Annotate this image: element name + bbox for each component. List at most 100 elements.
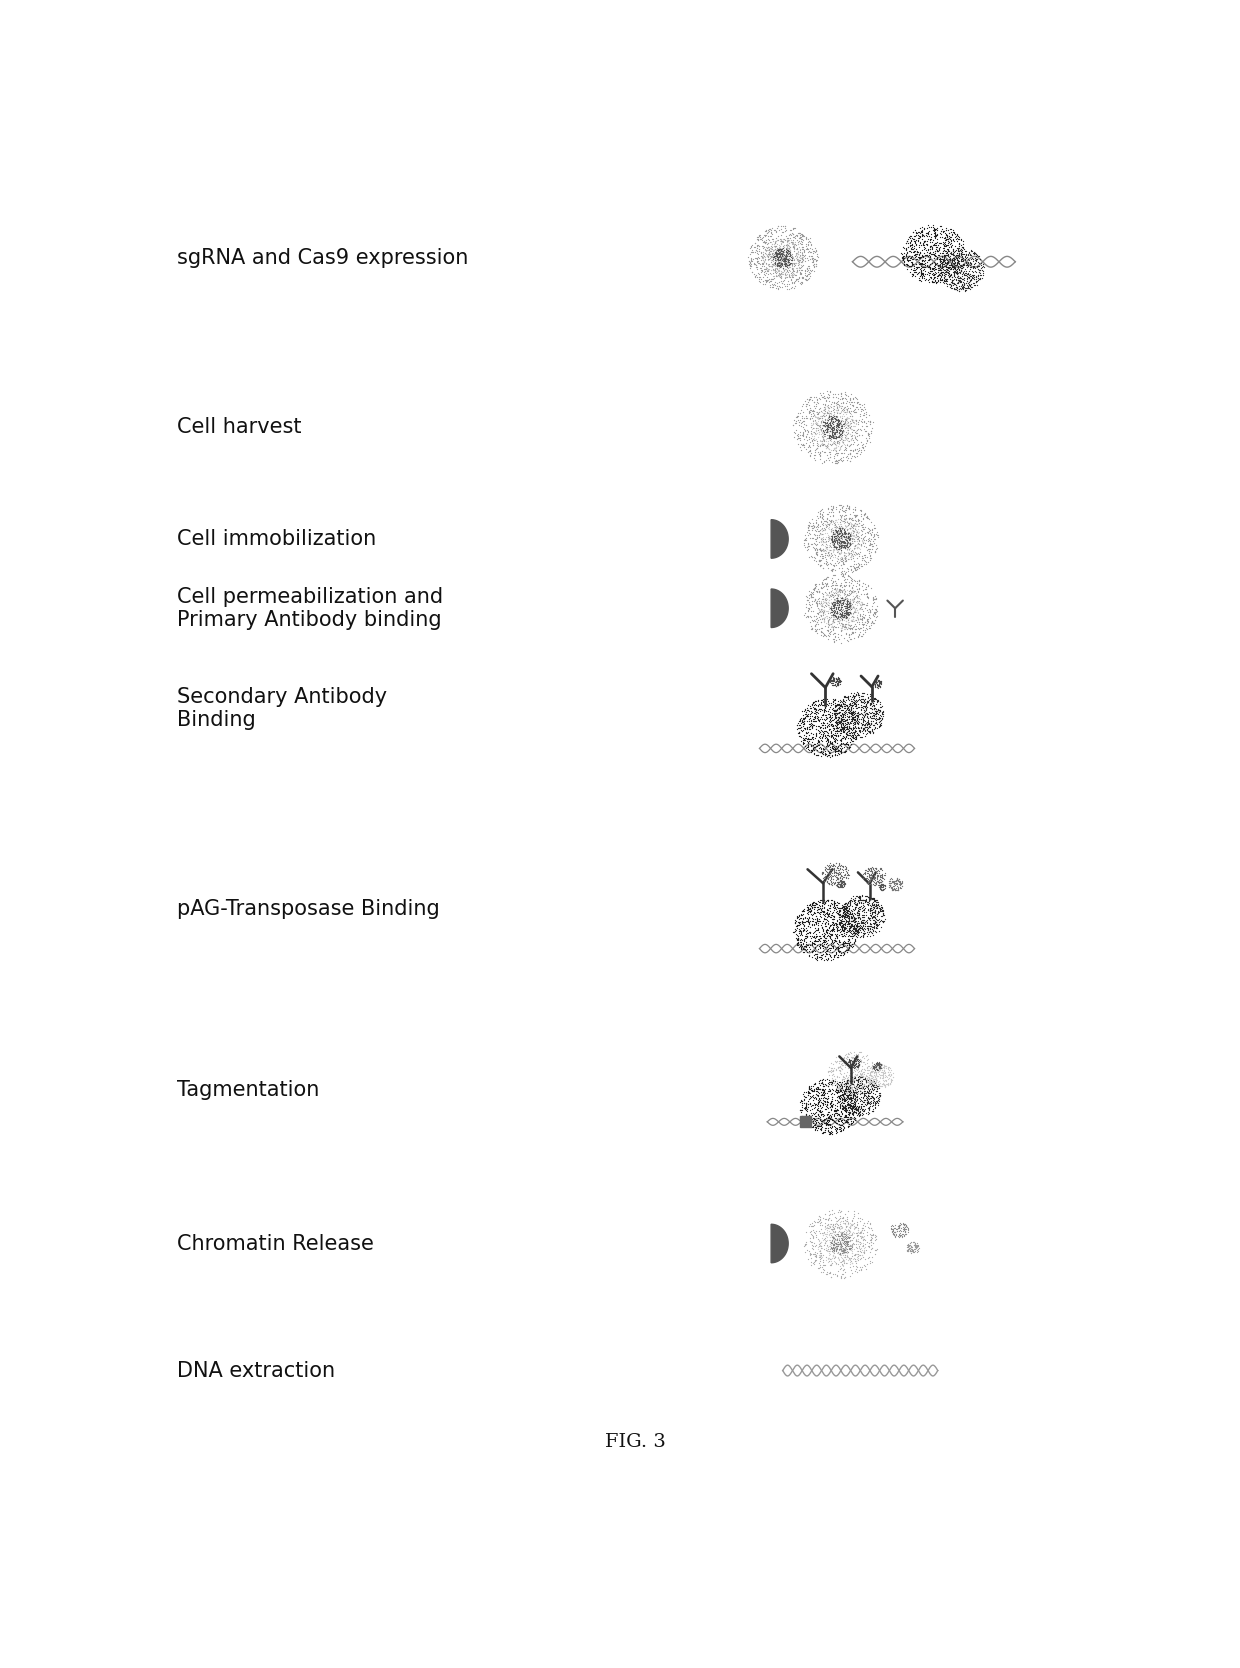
Point <box>843 384 863 410</box>
Point <box>828 410 848 437</box>
Point <box>821 1093 841 1119</box>
Point <box>852 572 872 599</box>
Point <box>939 244 959 270</box>
Point <box>836 527 856 554</box>
Point <box>765 254 785 280</box>
Point <box>861 866 880 892</box>
Point <box>795 727 815 754</box>
Point <box>833 419 853 445</box>
Point <box>838 529 858 555</box>
Point <box>826 732 846 759</box>
Point <box>846 1086 866 1113</box>
Point <box>812 402 832 429</box>
Point <box>812 515 832 542</box>
Point <box>820 1078 839 1104</box>
Point <box>842 1084 862 1111</box>
Point <box>852 1094 872 1121</box>
Point <box>812 887 832 914</box>
Point <box>804 1229 823 1256</box>
Point <box>859 1053 879 1079</box>
Point <box>844 1064 864 1091</box>
Point <box>837 1042 857 1069</box>
Point <box>808 1109 828 1136</box>
Point <box>826 390 846 417</box>
Point <box>779 250 799 277</box>
Point <box>843 605 863 632</box>
Point <box>831 1241 851 1268</box>
Point <box>873 1071 893 1098</box>
Point <box>766 227 786 254</box>
Point <box>831 727 851 754</box>
Point <box>847 435 867 462</box>
Point <box>838 620 858 647</box>
Point <box>839 726 859 752</box>
Point <box>821 711 841 737</box>
Point <box>807 1093 827 1119</box>
Point <box>801 1241 821 1268</box>
Point <box>823 934 843 961</box>
Point <box>820 896 839 922</box>
Point <box>751 252 771 279</box>
Point <box>822 424 842 450</box>
Point <box>792 235 812 262</box>
Point <box>818 434 838 460</box>
Point <box>831 912 851 939</box>
Point <box>820 512 839 539</box>
Point <box>802 1083 822 1109</box>
Point <box>764 217 784 244</box>
Point <box>867 1068 887 1094</box>
Point <box>789 719 808 746</box>
Point <box>853 1059 873 1086</box>
Point <box>817 1086 837 1113</box>
Point <box>837 891 857 917</box>
Point <box>823 687 843 714</box>
Point <box>777 244 797 270</box>
Point <box>841 519 861 545</box>
Point <box>763 227 782 254</box>
Point <box>952 259 972 285</box>
Point <box>827 395 847 422</box>
Point <box>760 237 780 264</box>
Point <box>773 239 792 265</box>
Point <box>830 869 849 896</box>
Point <box>883 869 903 896</box>
Point <box>818 407 838 434</box>
Point <box>823 600 843 627</box>
Point <box>786 265 806 292</box>
Point <box>826 397 846 424</box>
Point <box>751 259 771 285</box>
Point <box>823 897 843 924</box>
Point <box>821 1228 841 1254</box>
Point <box>808 399 828 425</box>
Point <box>904 1238 924 1264</box>
Point <box>832 560 852 587</box>
Point <box>776 264 796 290</box>
Point <box>815 699 835 726</box>
Point <box>832 1049 852 1076</box>
Point <box>780 237 800 264</box>
Point <box>813 535 833 562</box>
Point <box>771 252 791 279</box>
Point <box>859 864 879 891</box>
Point <box>831 529 851 555</box>
Point <box>823 852 843 879</box>
Point <box>863 864 883 891</box>
Point <box>844 909 864 936</box>
Point <box>849 884 869 911</box>
Point <box>810 522 830 549</box>
Point <box>864 686 884 712</box>
Point <box>805 927 825 954</box>
Point <box>823 911 843 937</box>
Point <box>893 1221 913 1248</box>
Point <box>836 525 856 552</box>
Point <box>839 1076 859 1103</box>
Point <box>831 399 851 425</box>
Point <box>851 717 870 744</box>
Point <box>863 1059 883 1086</box>
Point <box>831 709 851 736</box>
Point <box>805 419 825 445</box>
Point <box>777 237 797 264</box>
Point <box>801 580 821 607</box>
Point <box>826 434 846 460</box>
Point <box>835 419 854 445</box>
